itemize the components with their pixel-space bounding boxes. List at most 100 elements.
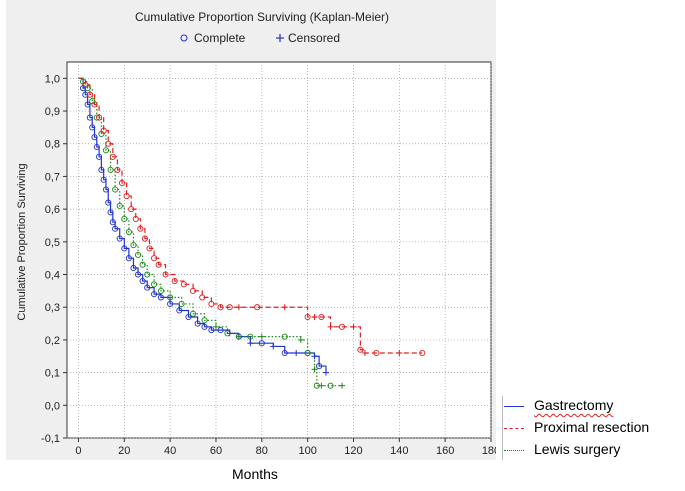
y-axis-label: Cumulative Proportion Surviving xyxy=(16,163,28,320)
data-point xyxy=(304,313,311,321)
legend-complete-label: Complete xyxy=(194,31,246,45)
data-point xyxy=(112,225,119,232)
data-point xyxy=(167,300,174,307)
data-point xyxy=(281,333,288,340)
legend-swatch-dotted xyxy=(504,450,524,451)
data-point xyxy=(157,287,165,294)
data-point xyxy=(137,225,144,232)
marker-legend: Complete Censored xyxy=(180,31,340,45)
data-point xyxy=(151,281,158,288)
data-point xyxy=(201,317,208,324)
legend-label: Lewis surgery xyxy=(534,441,621,457)
y-tick-label: 0,5 xyxy=(45,237,60,249)
legend-border xyxy=(502,396,503,460)
data-point xyxy=(281,349,288,357)
data-point xyxy=(171,278,178,285)
data-point xyxy=(118,179,126,187)
data-point xyxy=(327,382,334,389)
x-tick-label: 120 xyxy=(344,445,362,457)
data-point xyxy=(217,304,224,311)
data-point xyxy=(144,284,151,291)
legend-swatch-solid xyxy=(504,406,524,407)
x-axis-label: Months xyxy=(232,466,278,482)
data-point xyxy=(316,363,323,370)
data-point xyxy=(91,134,98,141)
series-line xyxy=(78,77,423,354)
data-point xyxy=(254,304,261,311)
data-point xyxy=(247,333,254,340)
data-point xyxy=(185,313,192,321)
data-point xyxy=(114,166,121,173)
data-point xyxy=(123,193,130,200)
legend-censored-label: Censored xyxy=(288,31,340,45)
x-tick-label: 180 xyxy=(482,445,496,457)
data-point xyxy=(112,186,119,193)
data-point xyxy=(208,300,215,307)
chart-title: Cumulative Proportion Surviving (Kaplan-… xyxy=(135,10,389,24)
series-legend: Gastrectomy Proximal resection Lewis sur… xyxy=(502,396,682,460)
data-point xyxy=(134,251,142,258)
data-point xyxy=(258,340,265,347)
data-point xyxy=(100,176,107,183)
data-point xyxy=(98,130,105,137)
data-point xyxy=(96,114,103,121)
data-point xyxy=(130,242,137,249)
chart-frame: 0 20 40 60 80 100 120 140 160 180 -0,1 0,0 0,1 0,2 0,3… xyxy=(6,0,496,460)
y-tick-label: 0,6 xyxy=(45,204,60,216)
data-point xyxy=(190,287,197,294)
data-point xyxy=(89,98,96,105)
data-point xyxy=(121,245,128,252)
y-tick-label: -0,1 xyxy=(41,433,60,445)
data-point xyxy=(125,255,132,262)
y-tick-label: 0,9 xyxy=(45,106,60,118)
censored-marker-icon xyxy=(276,34,284,42)
data-point xyxy=(128,206,135,213)
data-point xyxy=(86,91,93,98)
data-point xyxy=(157,294,165,301)
data-point xyxy=(304,349,311,357)
x-tick-label: 100 xyxy=(298,445,316,457)
data-point xyxy=(125,228,132,236)
data-point xyxy=(134,271,142,278)
data-point xyxy=(226,304,233,311)
data-point xyxy=(82,91,89,98)
data-point xyxy=(208,327,215,334)
data-point xyxy=(141,235,148,242)
data-point xyxy=(93,114,100,121)
data-point xyxy=(102,186,110,193)
legend-label: Gastrectomy xyxy=(534,397,614,413)
data-point xyxy=(107,209,114,216)
data-point xyxy=(151,255,158,262)
data-point xyxy=(146,245,153,252)
data-point xyxy=(139,261,146,268)
data-point xyxy=(98,166,105,173)
data-point xyxy=(419,349,426,357)
data-point xyxy=(86,114,93,121)
data-point xyxy=(84,85,91,92)
data-point xyxy=(116,235,123,242)
x-tick-label: 0 xyxy=(75,445,81,457)
data-point xyxy=(96,153,103,160)
data-point xyxy=(109,219,116,226)
data-point xyxy=(132,215,139,222)
x-tick-label: 40 xyxy=(164,445,176,457)
x-tick-label: 140 xyxy=(390,445,408,457)
km-chart: 0 20 40 60 80 100 120 140 160 180 -0,1 0,0 0,1 0,2 0,3… xyxy=(16,10,496,457)
data-point xyxy=(155,261,162,268)
data-point xyxy=(130,264,137,272)
y-tick-label: 0,2 xyxy=(45,335,60,347)
y-tick-label: 0,0 xyxy=(45,400,60,412)
complete-marker-icon xyxy=(180,34,188,42)
data-point xyxy=(89,124,96,131)
data-point xyxy=(121,215,128,222)
y-tick-label: 0,1 xyxy=(45,368,60,380)
data-point xyxy=(151,291,158,298)
data-point xyxy=(79,78,87,85)
data-point xyxy=(109,153,116,160)
data-point xyxy=(180,281,187,288)
x-tick-label: 20 xyxy=(118,445,130,457)
data-point xyxy=(373,349,380,357)
data-point xyxy=(217,327,224,334)
y-tick-label: 0,7 xyxy=(45,171,60,183)
data-point xyxy=(105,199,112,206)
